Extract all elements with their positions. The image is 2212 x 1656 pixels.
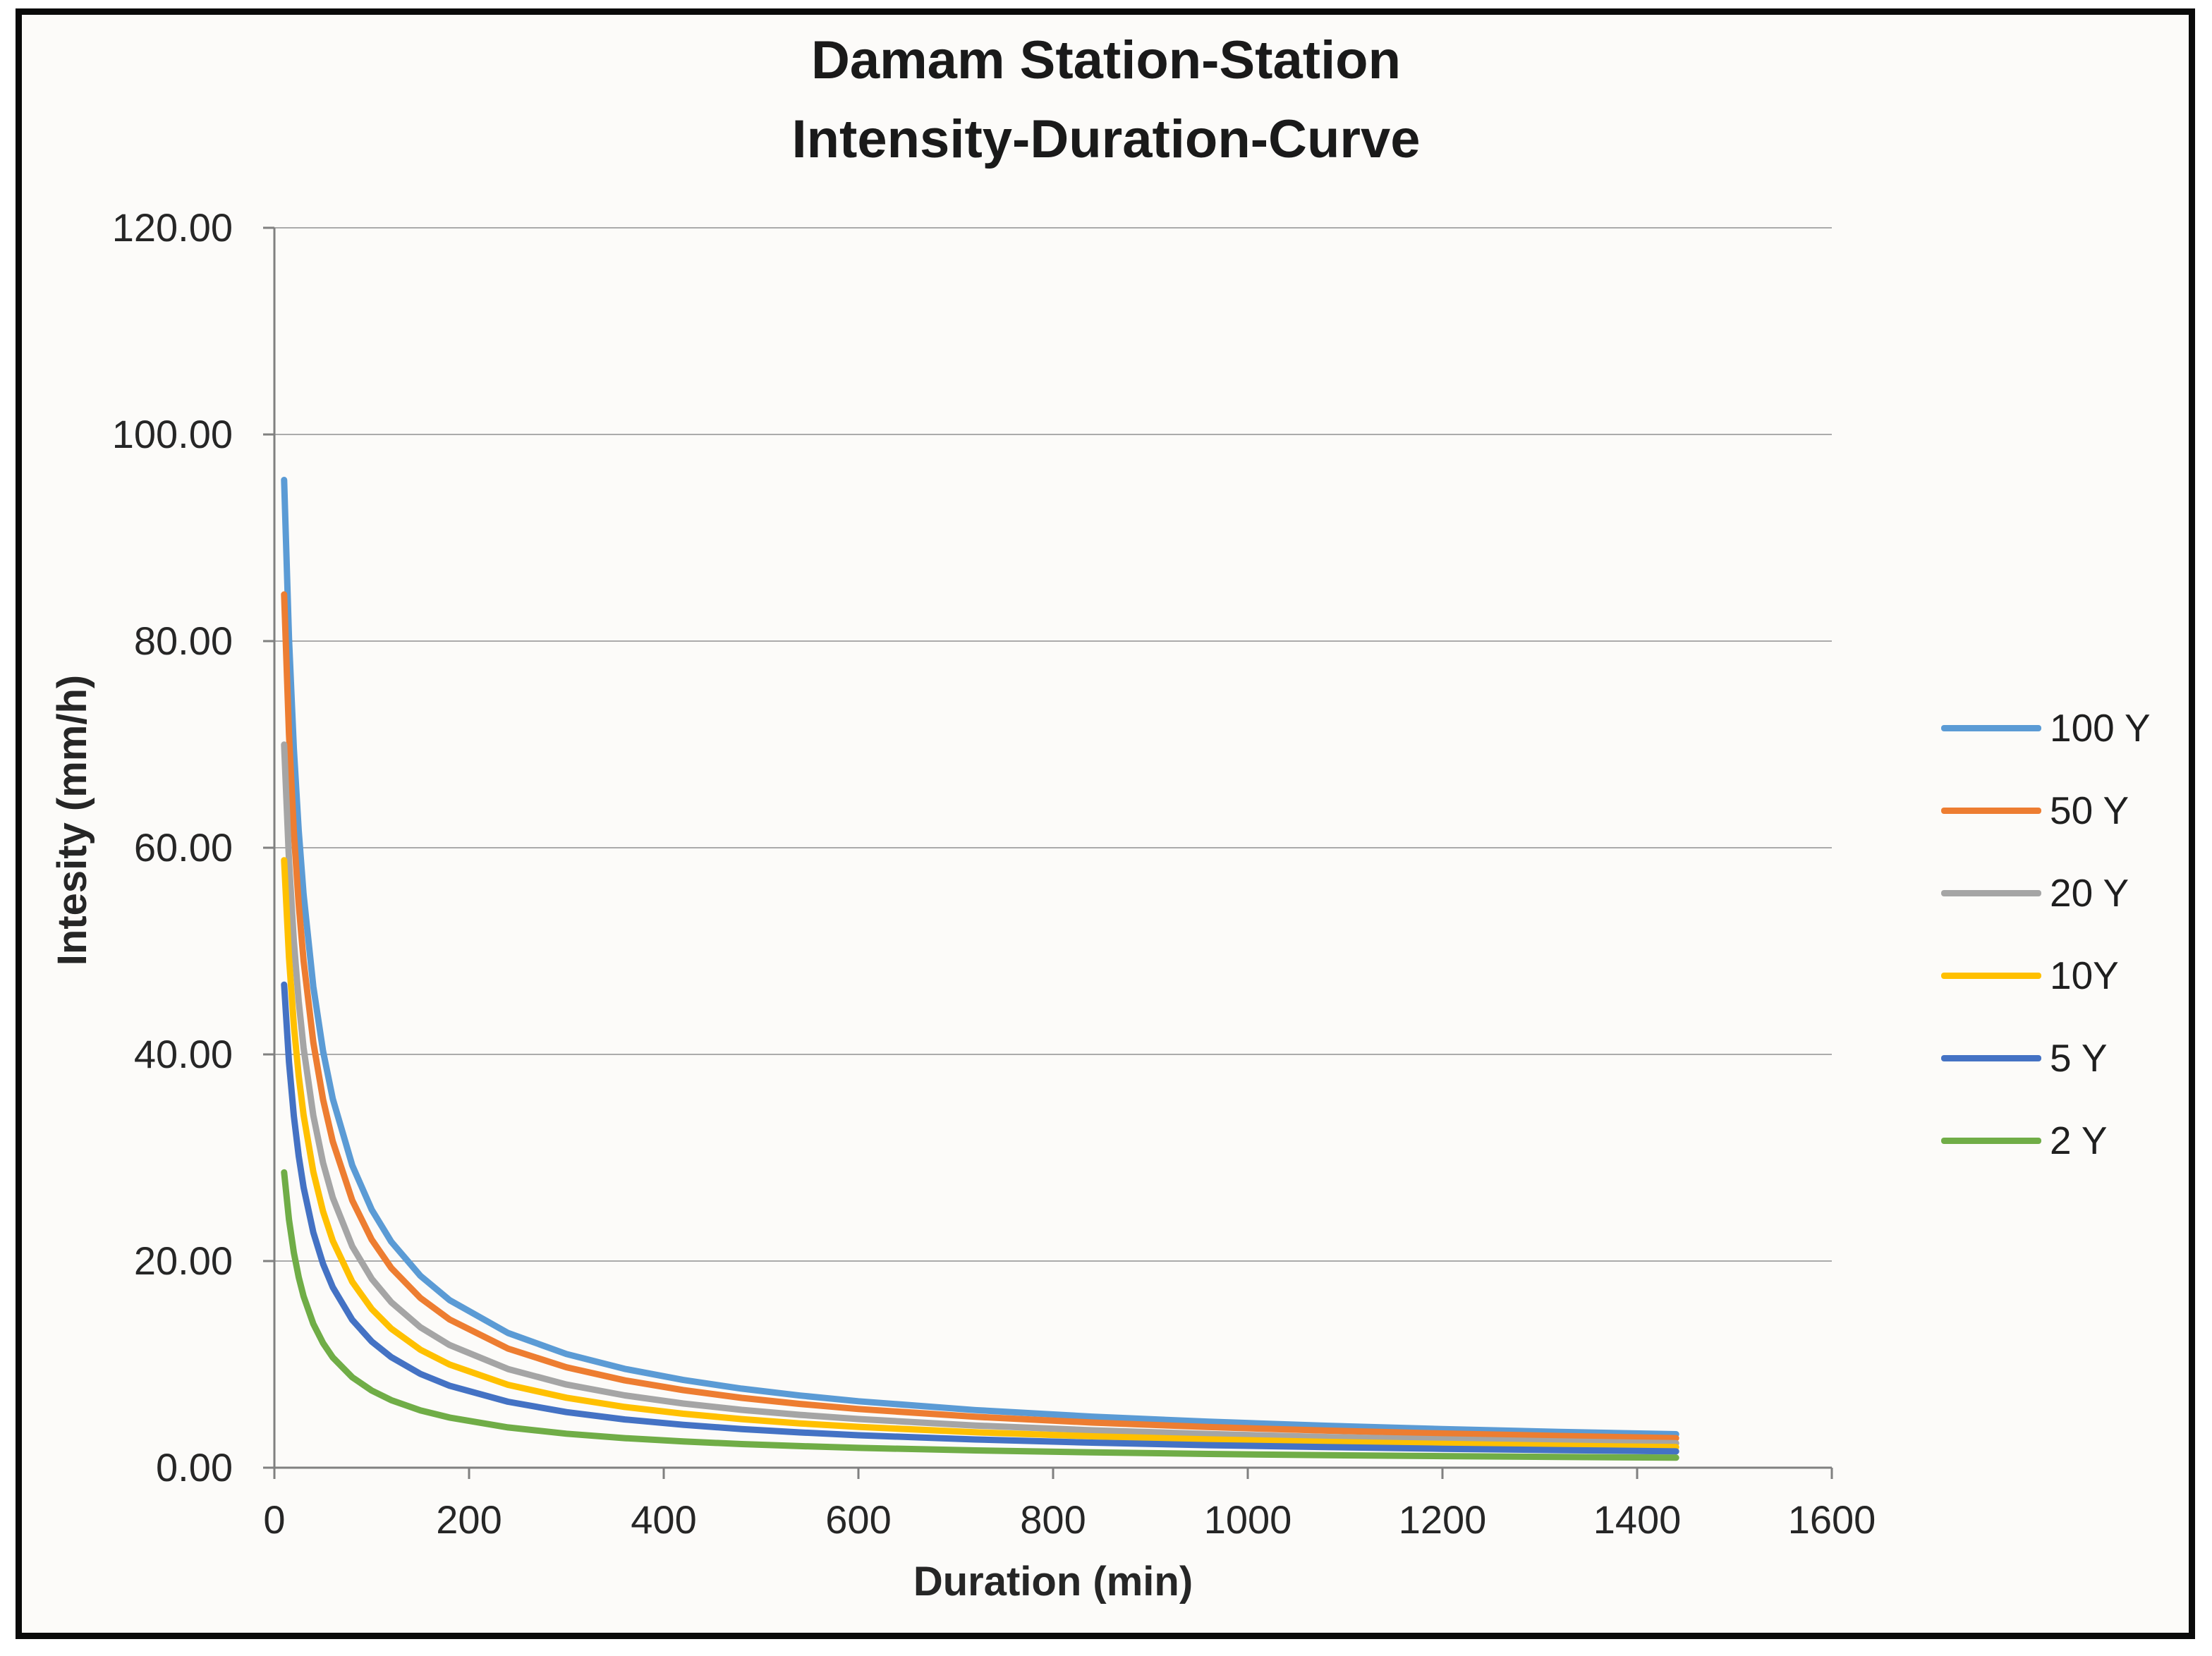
y-tick-label-60: 60.00: [133, 825, 233, 870]
y-tick-label-20: 20.00: [133, 1238, 233, 1283]
x-tick-label-1000: 1000: [1203, 1497, 1292, 1542]
y-tick-label-0: 0.00: [156, 1445, 233, 1490]
x-tick-label-800: 800: [1020, 1497, 1086, 1542]
legend-label: 20 Y: [2050, 871, 2129, 915]
chart-title: Damam Station-Station Intensity-Duration…: [0, 21, 2212, 179]
y-tick-label-40: 40.00: [133, 1032, 233, 1076]
x-tick-label-1600: 1600: [1787, 1497, 1876, 1542]
y-tick-label-80: 80.00: [133, 619, 233, 663]
legend-label: 5 Y: [2050, 1036, 2108, 1080]
legend-line-icon: [1941, 1054, 2041, 1061]
legend-label: 10Y: [2050, 954, 2119, 997]
curve-20y: [281, 741, 1679, 1447]
y-tick-label-120: 120.00: [111, 205, 233, 250]
legend-item-100y: 100 Y: [1941, 703, 2151, 753]
legend-line-icon: [1941, 807, 2041, 814]
x-tick-label-1200: 1200: [1398, 1497, 1487, 1542]
curve-100y: [281, 477, 1679, 1437]
chart-title-line2: Intensity-Duration-Curve: [791, 109, 1421, 169]
curve-2y: [281, 1169, 1679, 1461]
legend-line-icon: [1941, 972, 2041, 979]
legend-item-5y: 5 Y: [1941, 1033, 2108, 1083]
legend-item-10y: 10Y: [1941, 951, 2119, 1000]
legend-label: 2 Y: [2050, 1119, 2108, 1162]
legend-label: 50 Y: [2050, 789, 2129, 832]
y-tick-label-100: 100.00: [111, 412, 233, 456]
curve-10y: [281, 857, 1679, 1451]
legend-line-icon: [1941, 1137, 2041, 1144]
legend-line-icon: [1941, 889, 2041, 896]
x-tick-label-400: 400: [631, 1497, 697, 1542]
x-tick-label-600: 600: [825, 1497, 892, 1542]
legend-item-50y: 50 Y: [1941, 786, 2129, 835]
legend-label: 100 Y: [2050, 706, 2151, 750]
chart-title-line1: Damam Station-Station: [810, 30, 1402, 90]
legend-item-2y: 2 Y: [1941, 1116, 2108, 1165]
x-axis-title: Duration (min): [913, 1559, 1193, 1605]
x-tick-label-1400: 1400: [1593, 1497, 1682, 1542]
x-tick-label-200: 200: [436, 1497, 502, 1542]
figure-border: [16, 8, 2195, 1639]
legend-line-icon: [1941, 724, 2041, 731]
legend-item-20y: 20 Y: [1941, 868, 2129, 918]
plot-area: [263, 226, 1833, 1479]
x-tick-label-0: 0: [263, 1497, 286, 1542]
curve-50y: [281, 591, 1679, 1442]
curve-5y: [281, 981, 1679, 1455]
